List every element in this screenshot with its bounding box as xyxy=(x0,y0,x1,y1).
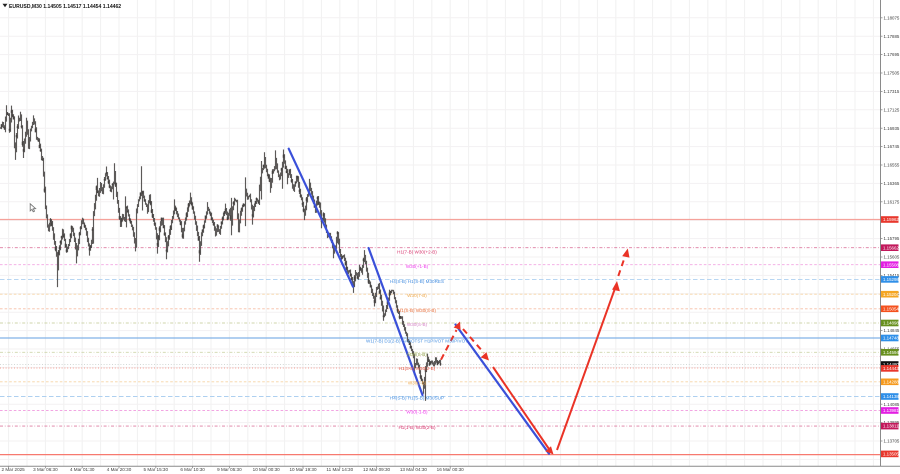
svg-text:1.15204: 1.15204 xyxy=(883,292,899,297)
svg-text:H4(S-B) H1(S-B) M30SUP: H4(S-B) H1(S-B) M30SUP xyxy=(390,396,444,401)
svg-text:1.17505: 1.17505 xyxy=(884,71,900,76)
svg-text:M30(S-B): M30(S-B) xyxy=(407,352,427,357)
svg-text:1.14898: 1.14898 xyxy=(883,321,899,326)
svg-text:1.16935: 1.16935 xyxy=(884,126,900,131)
svg-text:5 Mar 15:30: 5 Mar 15:30 xyxy=(144,467,169,472)
svg-text:13 Mar 04:30: 13 Mar 04:30 xyxy=(400,467,428,472)
svg-text:H4(S-B) H1(S-B) M30RES: H4(S-B) H1(S-B) M30RES xyxy=(390,279,444,284)
svg-text:1.13505: 1.13505 xyxy=(883,452,899,457)
svg-text:1.14480: 1.14480 xyxy=(883,362,899,367)
svg-text:1.15662: 1.15662 xyxy=(883,245,899,250)
svg-text:W30(+1-B): W30(+1-B) xyxy=(406,264,429,269)
svg-text:H1(1-B) W30(2-B): H1(1-B) W30(2-B) xyxy=(398,425,435,430)
svg-text:H1(7-B) W30(+2-B): H1(7-B) W30(+2-B) xyxy=(397,250,437,255)
svg-text:H1(3-B) M30(2-B): H1(3-B) M30(2-B) xyxy=(399,366,436,371)
svg-text:1.15795: 1.15795 xyxy=(884,236,900,241)
svg-text:H1(S-B) W30(S-B): H1(S-B) W30(S-B) xyxy=(398,308,436,313)
svg-text:3 Mar 06:30: 3 Mar 06:30 xyxy=(33,467,58,472)
svg-text:11 Mar 14:30: 11 Mar 14:30 xyxy=(326,467,353,472)
svg-text:1.15415: 1.15415 xyxy=(884,273,900,278)
svg-text:1.14443: 1.14443 xyxy=(883,366,899,371)
svg-text:1.17125: 1.17125 xyxy=(884,107,900,112)
svg-text:1.14138: 1.14138 xyxy=(883,394,899,399)
svg-text:4 Mar 20:30: 4 Mar 20:30 xyxy=(107,467,132,472)
svg-text:1.16745: 1.16745 xyxy=(884,144,900,149)
svg-text:1.14845: 1.14845 xyxy=(884,328,900,333)
svg-text:1.13981: 1.13981 xyxy=(883,408,899,413)
svg-text:W30(7-B): W30(7-B) xyxy=(407,293,427,298)
svg-text:W1(7-B) D1(2-B) SABOTST H1PIVO: W1(7-B) D1(2-B) SABOTST H1PIVOT M30PIVOT xyxy=(366,339,468,344)
svg-text:6 Mar 10:30: 6 Mar 10:30 xyxy=(180,467,205,472)
svg-text:1.15605: 1.15605 xyxy=(884,255,900,260)
svg-text:W30(:-B): W30(:-B) xyxy=(408,380,427,385)
svg-text:1.18075: 1.18075 xyxy=(884,15,900,20)
svg-text:1.14288: 1.14288 xyxy=(883,379,899,384)
svg-text:W30(-1-B): W30(-1-B) xyxy=(406,410,428,415)
svg-text:9 Mar 05:30: 9 Mar 05:30 xyxy=(217,467,242,472)
svg-text:1.17885: 1.17885 xyxy=(884,34,900,39)
svg-text:W30(S-B): W30(S-B) xyxy=(407,322,428,327)
svg-text:1.16555: 1.16555 xyxy=(884,163,900,168)
svg-text:1.14085: 1.14085 xyxy=(884,402,900,407)
svg-text:1.17315: 1.17315 xyxy=(884,89,900,94)
svg-text:10 Mar 00:30: 10 Mar 00:30 xyxy=(253,467,281,472)
svg-text:1.16365: 1.16365 xyxy=(884,181,900,186)
svg-text:1.14594: 1.14594 xyxy=(883,350,899,355)
svg-text:1.13895: 1.13895 xyxy=(884,420,900,425)
svg-text:1.13705: 1.13705 xyxy=(884,439,900,444)
svg-text:1.15054: 1.15054 xyxy=(883,306,899,311)
svg-text:1.15298: 1.15298 xyxy=(883,277,899,282)
svg-text:1.16175: 1.16175 xyxy=(884,199,900,204)
svg-text:1.15508: 1.15508 xyxy=(883,262,899,267)
svg-text:16 Mar 00:30: 16 Mar 00:30 xyxy=(437,467,465,472)
svg-text:EURUSD,M30 1.14505 1.14517 1.: EURUSD,M30 1.14505 1.14517 1.14454 1.144… xyxy=(9,4,121,10)
svg-text:2 Mar 2025: 2 Mar 2025 xyxy=(2,467,26,472)
svg-text:10 Mar 19:30: 10 Mar 19:30 xyxy=(289,467,317,472)
svg-text:1.15962: 1.15962 xyxy=(883,217,899,222)
svg-text:1.17695: 1.17695 xyxy=(884,52,900,57)
svg-text:12 Mar 09:30: 12 Mar 09:30 xyxy=(363,467,391,472)
svg-text:4 Mar 01:30: 4 Mar 01:30 xyxy=(70,467,95,472)
svg-text:1.13811: 1.13811 xyxy=(883,424,899,429)
svg-text:1.14748: 1.14748 xyxy=(883,336,899,341)
